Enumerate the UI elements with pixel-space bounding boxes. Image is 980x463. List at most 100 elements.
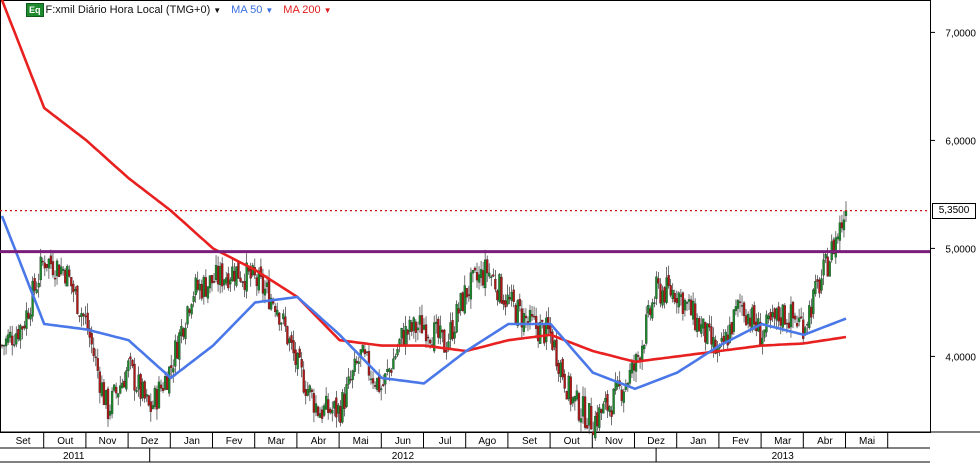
candle-body — [543, 323, 546, 344]
month-label: Abr — [311, 436, 327, 447]
candle-body — [685, 302, 689, 304]
candle-body — [190, 304, 193, 315]
candle-body — [453, 331, 456, 339]
candle-body — [388, 368, 391, 372]
candle-body — [180, 326, 183, 336]
candle-body — [518, 298, 521, 307]
candle-body — [43, 262, 46, 269]
month-label: Fev — [732, 436, 749, 447]
candle-body — [614, 382, 617, 391]
candle-body — [451, 320, 454, 340]
candle-body — [479, 269, 483, 279]
candle-body — [691, 300, 695, 320]
candle-body — [569, 376, 572, 405]
candle-body — [484, 259, 487, 289]
candle-body — [290, 335, 293, 343]
candle-body — [655, 276, 658, 299]
candle-body — [110, 390, 114, 414]
candle-body — [392, 358, 395, 370]
candle-body — [327, 399, 330, 413]
ma200-selector[interactable]: MA 200 ▼ — [283, 4, 331, 16]
candle-body — [471, 270, 475, 274]
plot-area — [0, 0, 931, 433]
candle-body — [237, 262, 240, 279]
candle-body — [380, 388, 383, 390]
candle-body — [184, 327, 187, 339]
candle-body — [789, 304, 793, 328]
candle-body — [255, 277, 258, 287]
candle-body — [744, 315, 748, 326]
candle-body — [294, 349, 297, 365]
candle-body — [808, 305, 811, 328]
chart-legend: Eq F:xmil Diário Hora Local (TMG+0) ▼ MA… — [26, 3, 332, 17]
candle-body — [481, 270, 485, 286]
candle-body — [749, 317, 752, 327]
candle-body — [696, 318, 699, 332]
candle-body — [449, 322, 452, 340]
candle-body — [734, 306, 738, 312]
candle-body — [610, 410, 613, 417]
candle-body — [23, 325, 26, 328]
candle-body — [141, 381, 144, 398]
candle-body — [702, 318, 705, 329]
candle-body — [320, 409, 324, 419]
candle-body — [710, 326, 713, 345]
candle-body — [751, 307, 754, 331]
candle-body — [267, 280, 271, 309]
candle-body — [742, 302, 746, 317]
candle-body — [785, 322, 789, 325]
candle-body — [221, 263, 224, 287]
y-tick-label: 4,0000 — [945, 352, 976, 363]
candle-body — [791, 301, 795, 319]
candle-body — [424, 324, 428, 342]
candle-body — [612, 388, 615, 415]
candle-body — [288, 338, 291, 343]
candle-body — [775, 308, 778, 321]
candle-body — [698, 318, 701, 332]
candle-body — [416, 327, 420, 331]
candle-body — [579, 418, 583, 423]
candle-body — [182, 328, 185, 337]
candle-body — [98, 371, 102, 393]
candle-body — [585, 425, 589, 429]
candle-body — [64, 270, 67, 284]
candle-body — [147, 395, 150, 406]
candle-body — [300, 359, 303, 368]
candle-body — [583, 396, 587, 428]
candle-body — [490, 276, 493, 278]
candle-body — [159, 384, 163, 389]
candle-body — [608, 406, 611, 412]
candle-body — [145, 394, 148, 397]
candle-body — [665, 277, 668, 303]
candle-body — [139, 374, 142, 399]
candle-body — [90, 333, 93, 345]
candle-body — [818, 279, 821, 294]
candle-body — [622, 391, 625, 403]
candle-body — [400, 328, 403, 339]
candle-body — [2, 345, 6, 347]
candle-body — [365, 351, 369, 353]
candle-body — [188, 309, 191, 313]
candle-body — [155, 389, 159, 410]
candle-body — [227, 273, 230, 289]
candle-body — [537, 325, 540, 342]
candle-body — [824, 253, 827, 259]
candle-body — [420, 315, 424, 334]
candle-body — [151, 405, 155, 409]
candle-body — [316, 406, 320, 416]
ma50-selector[interactable]: MA 50 ▼ — [231, 4, 273, 16]
candle-body — [693, 303, 697, 331]
candle-body — [514, 305, 517, 323]
candle-body — [567, 375, 570, 400]
y-tick-label: 7,0000 — [945, 28, 976, 39]
candle-body — [112, 384, 116, 391]
candle-body — [186, 306, 189, 325]
candle-body — [335, 397, 338, 418]
candle-body — [347, 376, 350, 385]
symbol-selector[interactable]: Eq F:xmil Diário Hora Local (TMG+0) ▼ — [26, 3, 221, 17]
candle-body — [643, 345, 646, 350]
symbol-label: F:xmil Diário Hora Local (TMG+0) — [45, 4, 211, 16]
candle-body — [74, 289, 77, 292]
candle-body — [410, 322, 413, 332]
